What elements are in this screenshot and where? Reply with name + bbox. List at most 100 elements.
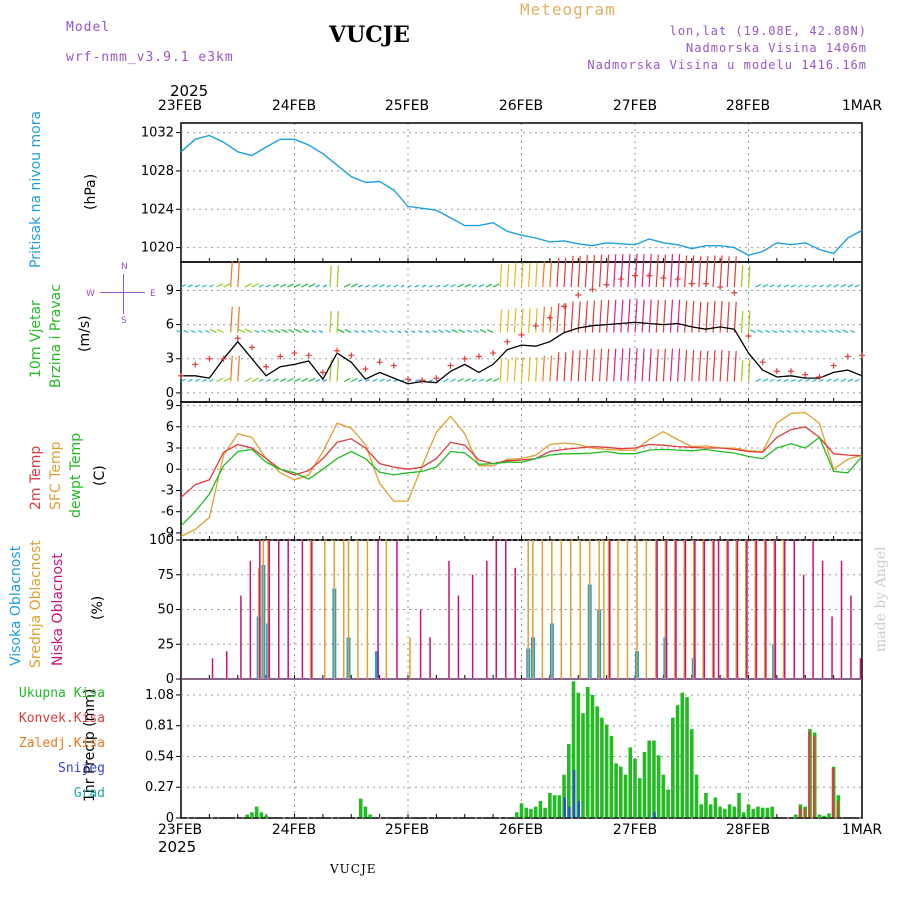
wind-vector [251,377,259,383]
total-precip-bar [699,804,704,818]
wind-vector [216,283,224,288]
total-precip-bar [358,798,363,818]
wind-vector [648,254,652,288]
compass-s: S [121,316,127,326]
wind-vector [772,329,778,334]
wind-vector [379,284,385,288]
total-precip-bar [529,808,533,818]
wind-vector [821,329,827,334]
wind-vector [662,348,666,382]
wind-vector [261,329,267,334]
legend-conv-precip: Konvek.Kisa [18,711,105,726]
wind-vector [804,378,810,383]
date-label: 26FEB [498,822,544,838]
wind-vector [634,348,638,382]
total-precip-bar [576,692,581,818]
low-cloud-bar [736,540,739,679]
wind-vector [793,329,799,334]
total-precip-bar [822,815,826,818]
wind-vector [726,350,730,382]
wind-gust-marker [731,289,738,296]
wind-vector [432,330,437,334]
wind-vector [776,284,782,288]
wind-gust-marker [674,276,681,283]
wind-vector [757,329,763,334]
wind-vector [272,283,280,288]
low-cloud-bar [812,540,814,679]
wind-gust-marker [745,332,752,339]
wind-vector [372,284,378,288]
mid-cloud-bar [674,540,676,679]
wind-vector [492,377,500,383]
wind-vector [451,329,458,334]
wind-vector [337,328,345,334]
wind-vector [535,262,538,288]
compass-e: E [150,289,156,299]
wind-vector [747,265,751,288]
wind-vector [365,378,370,383]
wind-vector [265,378,271,383]
wind-vector [478,284,485,288]
wind-vector [358,378,363,383]
wind-vector [669,254,674,288]
wind-gust-marker [561,303,568,310]
wind-gust-marker [702,280,709,287]
snow-bar [563,797,566,818]
total-precip-bar [514,812,519,818]
wind-vector [676,348,681,382]
wind-vector [591,300,596,333]
wind-vector [769,284,775,288]
wind-vector [258,284,264,288]
wind-vector [634,253,638,288]
wind-gust-marker [844,353,851,360]
total-precip-bar [619,766,623,818]
total-precip-bar [704,792,708,818]
wind-vector [662,254,666,288]
wind-vector [598,300,603,333]
wind-vector [563,352,567,382]
wind-vector [280,283,287,288]
wind-vector [790,378,796,383]
low-cloud-bar [268,540,271,679]
wind-vector [691,349,695,382]
wind-vector [598,348,603,382]
conv-precip-bar [812,735,816,818]
wind-vector [726,256,730,288]
total-precip-bar [746,804,751,818]
mid-cloud-bar [385,540,388,679]
date-label: 23FEB [157,98,203,114]
wind-gust-marker [419,377,426,384]
conv-precip-bar [803,808,806,818]
wind-vector [765,329,771,334]
total-precip-bar [760,807,765,818]
low-cloud-bar [240,595,242,679]
wind-vector [520,308,524,333]
mid-cloud-bar [551,540,553,679]
wind-gust-marker [178,372,184,379]
wind-gust-marker [334,347,341,354]
wind-vector [556,352,560,382]
mid-cloud-bar [782,540,785,679]
mid-cloud-bar [683,540,685,679]
wind-vector [237,261,240,288]
wind-vector [520,262,524,288]
total-precip-bar [566,743,571,818]
low-cloud-bar [609,540,611,679]
total-precip-bar [708,804,713,818]
low-cloud-bar [665,540,668,679]
wind-vector [209,378,214,383]
wind-gust-marker [192,361,199,368]
wind-vector [251,283,259,288]
wind-vector [386,378,392,383]
wind-vector [712,255,716,288]
date-label: 25FEB [384,98,430,114]
low-cloud-bar [831,616,833,679]
low-cloud-bar [774,540,777,679]
wind-vector [294,377,301,383]
wind-vector [287,377,294,383]
wind-vector [740,311,744,333]
wind-vector [762,378,769,383]
wind-gust-marker [376,359,383,366]
wind-vector [350,377,358,383]
wind-vector [627,253,631,288]
